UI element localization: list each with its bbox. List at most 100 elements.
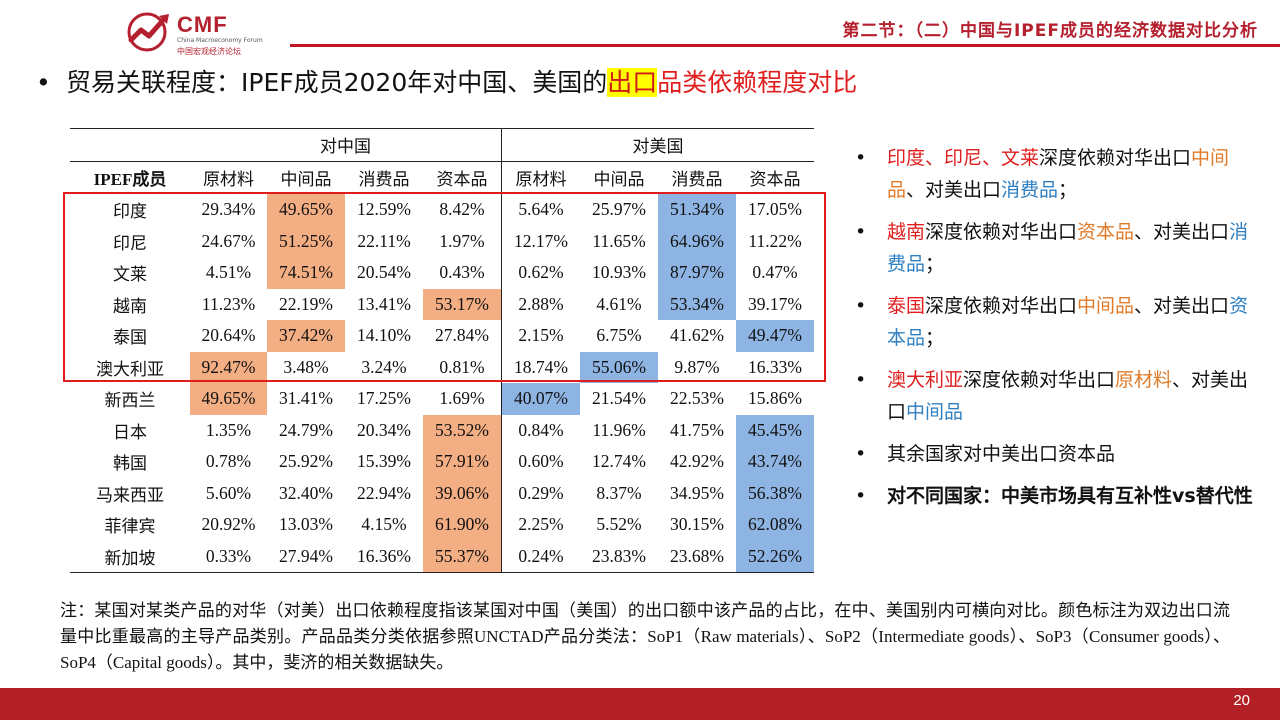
table-row: 日本 1.35% 24.79% 20.34% 53.52% 0.84% 11.96% 41.7… — [70, 414, 814, 446]
note-text: 对不同国家：中美市场具有互补性vs替代性 — [887, 480, 1265, 512]
note-item: • 对不同国家：中美市场具有互补性vs替代性 — [855, 480, 1265, 512]
column-header: 资本品 — [423, 161, 502, 194]
note-segment: 、对美出口 — [906, 179, 1002, 201]
table-cell: 15.39% — [357, 451, 411, 472]
table-cell: 64.96% — [658, 225, 736, 257]
highlight-box — [63, 192, 826, 382]
table-cell: 0.33% — [190, 540, 267, 573]
column-header: 中间品 — [580, 161, 658, 194]
table-cell: 55.06% — [580, 351, 658, 383]
table-cell: 20.64% — [201, 325, 256, 346]
note-segment: 泰国 — [887, 295, 926, 317]
table-cell: 31.41% — [279, 388, 333, 409]
title-highlight: 出口 — [607, 68, 658, 97]
table-cell: 0.81% — [439, 356, 485, 377]
table-cell: 22.53% — [670, 388, 724, 409]
table-cell: 23.83% — [580, 540, 658, 573]
table-cell: 53.34% — [658, 288, 736, 320]
notes-list: • 印度、印尼、文莱深度依赖对华出口中间品、对美出口消费品； • 越南深度依赖对华出口… — [855, 142, 1265, 522]
logo-chart-icon — [127, 12, 169, 52]
table-cell: 24.67% — [201, 230, 256, 251]
member-header: IPEF成员 — [70, 161, 190, 194]
table-cell: 39.06% — [423, 477, 502, 509]
member-name: 菲律宾 — [104, 517, 156, 538]
table-cell: 0.60% — [501, 446, 580, 478]
table-cell: 12.59% — [357, 199, 411, 220]
table-cell: 22.19% — [279, 293, 333, 314]
note-bullet: • — [855, 443, 867, 465]
table-cell: 17.05% — [748, 199, 802, 220]
table-cell: 21.54% — [592, 388, 646, 409]
table-cell: 13.41% — [357, 293, 411, 314]
table-cell: 27.84% — [435, 325, 489, 346]
page-number: 20 — [1233, 692, 1250, 709]
note-segment: 深度依赖对华出口 — [925, 221, 1078, 243]
column-header: 原材料 — [190, 161, 267, 194]
table-row: 新加坡 0.33% 27.94% 16.36% 55.37% 0.24% 23.83% 23.… — [70, 540, 814, 573]
table-cell: 2.15% — [501, 320, 580, 352]
table-cell: 23.68% — [658, 540, 736, 573]
table-column-header: IPEF成员 原材料 中间品 消费品 资本品 原材料 中间品 消费品 资本品 — [70, 161, 814, 194]
note-bullet: • — [855, 295, 867, 317]
table-row: 新西兰 49.65% 31.41% 17.25% 1.69% 40.07% 21.54% 22… — [70, 383, 814, 415]
note-segment: 、对美出口 — [887, 369, 1249, 423]
table-row: 澳大利亚 92.47% 3.48% 3.24% 0.81% 18.74% 55.06% 9.8… — [70, 351, 814, 383]
member-name: 文莱 — [113, 265, 147, 286]
table-cell: 1.35% — [205, 419, 252, 440]
note-segment: 中间品 — [887, 147, 1230, 201]
note-segment: 消费品 — [1001, 179, 1059, 201]
note-segment: 资本品 — [1077, 221, 1135, 243]
section-title: 第二节：（二）中国与IPEF成员的经济数据对比分析 — [842, 21, 1258, 41]
table-cell: 17.25% — [357, 388, 411, 409]
table-cell: 37.42% — [267, 320, 345, 352]
table-cell: 4.15% — [361, 514, 407, 535]
table-cell: 49.65% — [267, 193, 345, 226]
table-cell: 0.78% — [205, 451, 252, 472]
table-cell: 0.24% — [501, 540, 580, 573]
table-cell: 5.60% — [205, 482, 252, 503]
table-cell: 56.38% — [736, 477, 814, 509]
table-cell: 52.26% — [736, 540, 814, 573]
table-cell: 8.42% — [439, 199, 485, 220]
member-name: 韩国 — [113, 454, 147, 475]
table-cell: 8.37% — [596, 482, 642, 503]
table-cell: 20.34% — [357, 419, 411, 440]
table-cell: 5.52% — [596, 514, 642, 535]
slide-title: • 贸易关联程度：IPEF成员2020年对中国、美国的出口品类依赖程度对比 — [36, 63, 857, 99]
table-cell: 1.97% — [439, 230, 485, 251]
table-cell: 10.93% — [592, 262, 646, 283]
table-cell: 20.92% — [201, 514, 256, 535]
column-header: 原材料 — [501, 161, 580, 194]
note-segment: 深度依赖对华出口 — [963, 369, 1116, 391]
group-header-us: 对美国 — [501, 128, 814, 162]
note-segment: 越南 — [887, 221, 926, 243]
note-item: • 其余国家对中美出口资本品 — [855, 438, 1265, 470]
title-part1: 贸易关联程度：IPEF成员2020年对中国、美国的 — [66, 68, 608, 97]
table-cell: 11.96% — [592, 419, 646, 440]
table-cell: 41.75% — [670, 419, 724, 440]
note-segment: 中间品 — [1077, 295, 1135, 317]
table-row: 韩国 0.78% 25.92% 15.39% 57.91% 0.60% 12.74% 42.9… — [70, 446, 814, 478]
table-cell: 34.95% — [670, 482, 724, 503]
logo-subtitle-cn: 中国宏观经济论坛 — [177, 47, 241, 56]
table-cell: 0.29% — [501, 477, 580, 509]
table-cell: 45.45% — [736, 414, 814, 446]
table-cell: 43.74% — [736, 446, 814, 478]
note-item: • 越南深度依赖对华出口资本品、对美出口消费品； — [855, 216, 1265, 280]
note-bullet: • — [855, 221, 867, 243]
note-segment: 资本品 — [887, 295, 1249, 349]
table-cell: 42.92% — [670, 451, 724, 472]
member-name: 印度 — [113, 202, 147, 223]
title-part2: 品类依赖程度对比 — [657, 68, 858, 97]
table-cell: 25.97% — [592, 199, 646, 220]
note-segment: 中间品 — [906, 401, 964, 423]
table-cell: 92.47% — [190, 351, 267, 383]
note-bullet: • — [855, 369, 867, 391]
member-name: 日本 — [113, 422, 147, 443]
note-segment: 消费品 — [887, 221, 1249, 275]
title-bullet: • — [36, 68, 51, 97]
note-item: • 泰国深度依赖对华出口中间品、对美出口资本品； — [855, 290, 1265, 354]
export-dependency-table: 对中国 对美国 IPEF成员 原材料 中间品 消费品 资本品 原材料 中间品 消… — [70, 128, 814, 573]
table-group-header: 对中国 对美国 — [70, 128, 814, 162]
table-cell: 0.43% — [439, 262, 485, 283]
